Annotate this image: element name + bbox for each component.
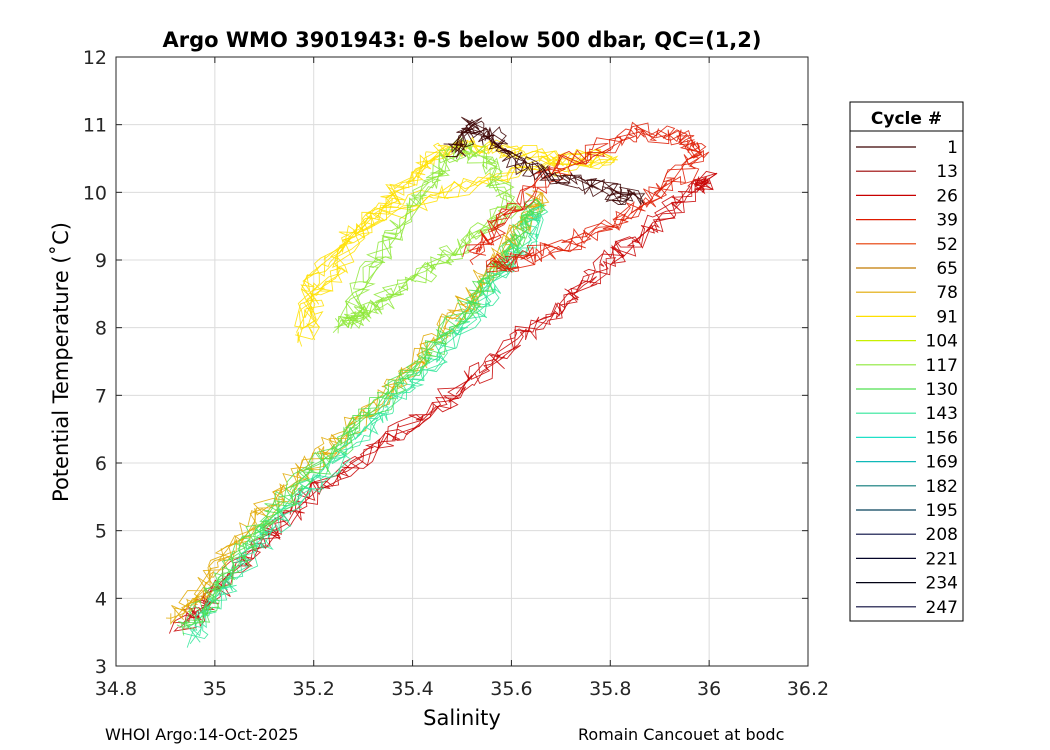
x-axis-label: Salinity xyxy=(423,706,501,730)
legend-entry-label: 13 xyxy=(936,162,958,182)
series-line xyxy=(445,118,645,204)
legend-entry-label: 26 xyxy=(936,186,958,206)
legend-entry-label: 1 xyxy=(947,138,958,158)
x-tick-label: 35.2 xyxy=(293,678,335,700)
x-tick-label: 35.6 xyxy=(490,678,532,700)
series-line xyxy=(451,123,642,206)
series-line xyxy=(336,149,524,330)
legend-entry-label: 78 xyxy=(936,283,958,303)
legend: Cycle #1 13 26 39 52 65 78 91 104 117 130 143 156 169… xyxy=(849,101,964,622)
legend-entry-label: 156 xyxy=(926,428,958,448)
x-tick-label: 35.4 xyxy=(391,678,433,700)
y-axis-label: Potential Temperature (˚C) xyxy=(49,222,73,502)
legend-entry-label: 195 xyxy=(926,501,958,521)
x-tick-label: 34.8 xyxy=(95,678,137,700)
legend-entry-label: 208 xyxy=(926,525,958,545)
legend-entry-label: 130 xyxy=(926,380,958,400)
series-line xyxy=(300,141,619,341)
series-line xyxy=(468,121,710,273)
series-line xyxy=(172,177,714,627)
legend-entry-label: 143 xyxy=(926,404,958,424)
x-tick-label: 35.8 xyxy=(589,678,631,700)
y-tick-labels: 3 4 5 6 7 8 9 10 11 12 xyxy=(83,47,107,678)
legend-entry-label: 39 xyxy=(936,211,958,231)
y-tick-label: 6 xyxy=(95,453,107,475)
x-tick-label: 36 xyxy=(697,678,721,700)
x-tick-labels: 34.8 35 35.2 35.4 35.6 35.8 36 36.2 xyxy=(95,678,829,700)
series-layer xyxy=(165,116,718,648)
legend-title: Cycle # xyxy=(871,109,942,129)
y-tick-label: 10 xyxy=(83,182,107,204)
y-tick-label: 8 xyxy=(95,318,107,340)
axes xyxy=(115,56,809,667)
axes-box xyxy=(115,56,809,667)
footer-left-text: WHOI Argo:14-Oct-2025 xyxy=(105,725,299,744)
legend-entry-label: 91 xyxy=(936,307,958,327)
legend-entry-label: 169 xyxy=(926,453,958,473)
legend-entry-label: 52 xyxy=(936,235,958,255)
footer-right-text: Romain Cancouet at bodc xyxy=(578,725,785,744)
y-tick-label: 11 xyxy=(83,115,107,137)
series-line xyxy=(186,205,542,643)
legend-entry-label: 221 xyxy=(926,549,958,569)
y-tick-label: 12 xyxy=(83,47,107,69)
y-tick-label: 9 xyxy=(95,250,107,272)
series-line xyxy=(443,120,641,202)
x-tick-label: 35 xyxy=(203,678,227,700)
chart-title: Argo WMO 3901943: θ-S below 500 dbar, QC… xyxy=(163,28,762,52)
y-tick-label: 3 xyxy=(95,656,107,678)
y-tick-label: 4 xyxy=(95,588,107,610)
y-tick-label: 7 xyxy=(95,385,107,407)
series-line xyxy=(171,192,545,621)
legend-entry-label: 117 xyxy=(926,356,958,376)
series-line xyxy=(294,139,619,344)
legend-entry-label: 104 xyxy=(926,332,958,352)
y-tick-label: 5 xyxy=(95,521,107,543)
series-line xyxy=(334,143,524,328)
legend-entry-label: 182 xyxy=(926,477,958,497)
legend-entry-label: 234 xyxy=(926,574,958,594)
legend-entry-label: 65 xyxy=(936,259,958,279)
series-line xyxy=(447,116,641,205)
series-line xyxy=(173,170,718,632)
x-tick-label: 36.2 xyxy=(787,678,829,700)
legend-entry-label: 247 xyxy=(926,598,958,618)
